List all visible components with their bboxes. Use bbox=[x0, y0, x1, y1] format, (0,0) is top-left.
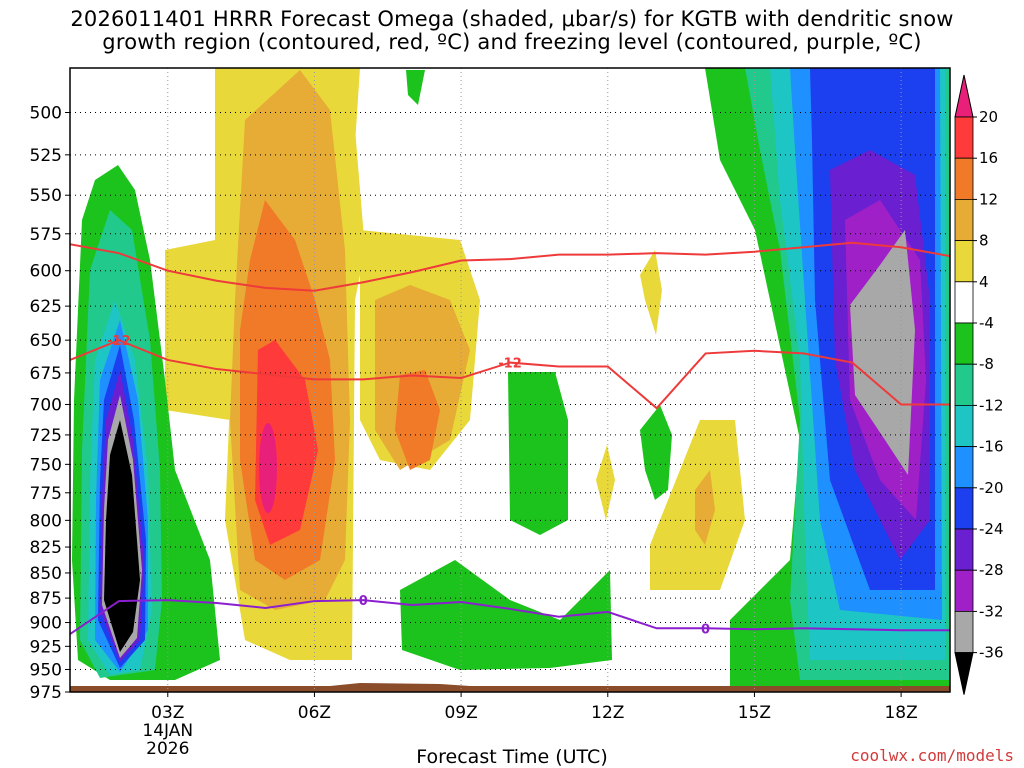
y-tick-label: 900 bbox=[30, 614, 62, 634]
y-tick-label: 925 bbox=[30, 637, 62, 657]
y-tick-label: 675 bbox=[30, 364, 62, 384]
colorbar-label: -36 bbox=[979, 644, 1004, 662]
omega-region-green-top bbox=[406, 70, 425, 105]
y-tick-label: 525 bbox=[30, 146, 62, 166]
colorbar-swatch bbox=[954, 528, 974, 571]
colorbar-label: -20 bbox=[979, 479, 1004, 497]
date-label-day: 14JAN bbox=[142, 721, 193, 741]
colorbar-swatch bbox=[954, 157, 974, 200]
y-tick-label: 500 bbox=[30, 104, 62, 124]
plot-frame bbox=[69, 67, 951, 693]
colorbar-swatch bbox=[954, 404, 974, 447]
y-tick-label: 575 bbox=[30, 225, 62, 245]
contour-lines: -12 -12 0 0 bbox=[70, 241, 950, 637]
colorbar-swatch bbox=[954, 611, 974, 654]
colorbar-label: -16 bbox=[979, 438, 1004, 456]
axes: 500 525 550 575 600 625 650 675 700 725 750 775 800 8… bbox=[30, 67, 951, 759]
omega-region-gray-east bbox=[850, 230, 915, 475]
omega-region-green-south bbox=[400, 560, 612, 670]
y-tick-label: 800 bbox=[30, 511, 62, 531]
colorbar-swatch bbox=[954, 363, 974, 406]
y-tick-label: 950 bbox=[30, 660, 62, 680]
colorbar-label: 20 bbox=[979, 108, 998, 126]
colorbar-swatch bbox=[954, 281, 974, 324]
contour-label: 0 bbox=[359, 594, 368, 609]
colorbar-swatch bbox=[954, 487, 974, 530]
colorbar-swatch bbox=[954, 569, 974, 612]
gridlines bbox=[70, 68, 950, 692]
contour-line-0 bbox=[70, 339, 950, 410]
contour-label: 0 bbox=[701, 622, 710, 637]
chart-title-line-1: 2026011401 HRRR Forecast Omega (shaded, … bbox=[70, 7, 954, 31]
omega-region-black-west bbox=[104, 420, 140, 652]
x-tick-label: 03Z bbox=[151, 703, 184, 723]
omega-region-yellow-small-1 bbox=[640, 250, 662, 335]
ground-bump bbox=[330, 683, 470, 686]
y-tick-label: 825 bbox=[30, 538, 62, 558]
colorbar: 20 16 12 8 4 -4 -8 -12 -16 -20 -24 -28 -32 -36 bbox=[954, 74, 1004, 695]
x-tick-label: 15Z bbox=[738, 703, 771, 723]
x-tick-label: 18Z bbox=[884, 703, 917, 723]
omega-region-green-center bbox=[508, 372, 568, 535]
omega-region-magenta bbox=[259, 423, 277, 513]
colorbar-label: -4 bbox=[979, 314, 994, 332]
x-axis-label: Forecast Time (UTC) bbox=[416, 746, 608, 768]
colorbar-label: 8 bbox=[979, 232, 989, 250]
y-tick-label: 550 bbox=[30, 186, 62, 206]
y-tick-label: 875 bbox=[30, 589, 62, 609]
contour-line-2 bbox=[70, 599, 950, 635]
colorbar-label: -12 bbox=[979, 396, 1004, 414]
colorbar-top-arrow bbox=[954, 74, 974, 118]
omega-region-orange-east-core bbox=[395, 370, 440, 470]
colorbar-label: -32 bbox=[979, 602, 1004, 620]
colorbar-swatch bbox=[954, 446, 974, 489]
x-tick-label: 12Z bbox=[591, 703, 624, 723]
contour-label: -12 bbox=[107, 334, 131, 349]
credit-text: coolwx.com/models bbox=[850, 746, 1014, 765]
colorbar-swatch bbox=[954, 198, 974, 241]
y-tick-label: 725 bbox=[30, 426, 62, 446]
colorbar-label: 16 bbox=[979, 149, 998, 167]
x-tick-label: 09Z bbox=[444, 703, 477, 723]
y-tick-label: 700 bbox=[30, 395, 62, 415]
colorbar-swatch bbox=[954, 322, 974, 365]
colorbar-swatch bbox=[954, 240, 974, 283]
contour-line-1 bbox=[70, 241, 950, 292]
y-tick-label: 975 bbox=[30, 683, 62, 703]
y-tick-label: 625 bbox=[30, 297, 62, 317]
omega-region-green-mid bbox=[640, 405, 672, 500]
omega-region-yellow-small-2 bbox=[596, 445, 615, 520]
colorbar-label: 12 bbox=[979, 190, 998, 208]
ground-strip bbox=[70, 686, 950, 692]
colorbar-bottom-arrow bbox=[954, 652, 974, 695]
y-tick-label: 750 bbox=[30, 455, 62, 475]
colorbar-label: 4 bbox=[979, 273, 989, 291]
y-tick-label: 850 bbox=[30, 564, 62, 584]
date-label-year: 2026 bbox=[146, 739, 189, 759]
x-tick-label: 06Z bbox=[298, 703, 331, 723]
contour-label: -12 bbox=[498, 357, 522, 372]
y-tick-label: 650 bbox=[30, 331, 62, 351]
colorbar-swatch bbox=[954, 116, 974, 159]
colorbar-label: -8 bbox=[979, 355, 994, 373]
y-tick-label: 775 bbox=[30, 484, 62, 504]
colorbar-label: -28 bbox=[979, 561, 1004, 579]
chart-title-line-2: growth region (contoured, red, ºC) and f… bbox=[102, 30, 922, 54]
omega-region-tan-south bbox=[695, 470, 715, 545]
y-tick-label: 600 bbox=[30, 262, 62, 282]
colorbar-label: -24 bbox=[979, 520, 1004, 538]
